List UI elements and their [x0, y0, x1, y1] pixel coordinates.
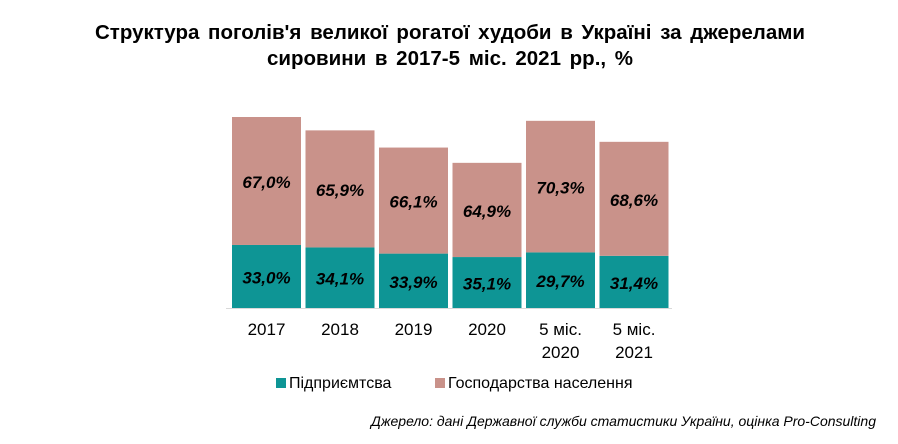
- x-tick-label-1-0: 2018: [321, 320, 359, 339]
- bar-households-5: [599, 141, 669, 256]
- x-tick-label-4-1: 2020: [542, 343, 580, 362]
- chart-title-line-2: сировини в 2017-5 міс. 2021 рр., %: [266, 47, 634, 70]
- data-label-households-2: 66,1%: [389, 193, 437, 212]
- x-tick-label-2-0: 2019: [395, 320, 433, 339]
- data-label-households-3: 64,9%: [463, 202, 511, 221]
- data-label-enterprises-2: 33,9%: [389, 273, 437, 292]
- bar-households-1: [305, 130, 375, 248]
- data-label-households-1: 65,9%: [316, 181, 364, 200]
- bar-enterprises-2: [379, 253, 448, 308]
- legend-label-1: Господарства населення: [448, 375, 633, 392]
- chart-title-line-1: Структура поголів'я великої рогатої худо…: [95, 21, 805, 44]
- data-label-enterprises-0: 33,0%: [242, 268, 290, 287]
- data-label-households-0: 67,0%: [242, 173, 290, 192]
- data-label-enterprises-4: 29,7%: [535, 272, 584, 291]
- bar-households-3: [452, 162, 522, 258]
- bar-enterprises-3: [452, 257, 522, 308]
- bar-households-0: [232, 117, 301, 245]
- bar-enterprises-5: [599, 255, 669, 308]
- x-tick-label-0-0: 2017: [248, 320, 286, 339]
- data-label-enterprises-5: 31,4%: [610, 274, 658, 293]
- x-tick-label-4-0: 5 міс.: [539, 320, 582, 339]
- bar-enterprises-4: [526, 252, 595, 308]
- bar-enterprises-1: [305, 247, 375, 308]
- legend-swatch-1: [435, 378, 445, 388]
- source-note: Джерело: дані Державної служби статистик…: [371, 413, 876, 429]
- chart-title: Структура поголів'я великої рогатої худо…: [40, 20, 860, 72]
- x-tick-label-5-0: 5 міс.: [613, 320, 656, 339]
- data-label-households-5: 68,6%: [610, 191, 658, 210]
- data-label-enterprises-1: 34,1%: [316, 270, 364, 289]
- legend-label-0: Підприємтсва: [289, 375, 392, 392]
- legend-swatch-0: [276, 378, 286, 388]
- bar-households-2: [379, 147, 448, 254]
- data-label-households-4: 70,3%: [536, 179, 584, 198]
- bar-enterprises-0: [232, 244, 301, 308]
- x-tick-label-5-1: 2021: [615, 343, 653, 362]
- x-tick-label-3-0: 2020: [468, 320, 506, 339]
- bar-households-4: [526, 120, 595, 253]
- data-label-enterprises-3: 35,1%: [463, 275, 511, 294]
